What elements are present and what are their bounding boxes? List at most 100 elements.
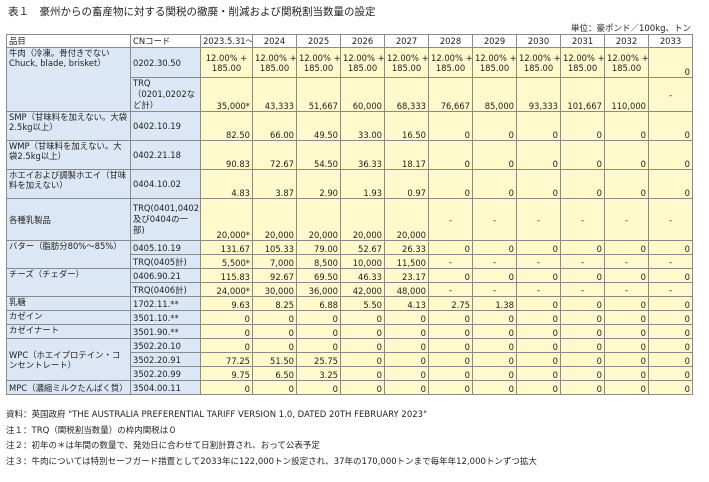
table-cell: 30,000 (252, 282, 297, 297)
table-cell: 12.00% +185.00 (340, 47, 385, 78)
table-cell: 0 (604, 338, 649, 353)
table-cell: 0 (516, 380, 561, 395)
table-cell: 0 (428, 338, 473, 353)
cell-line: 185.00 (303, 62, 334, 73)
cell-line: 12.00% + (387, 52, 429, 63)
cn-code: TRQ(0401,0402,0403及び0404の一部) (130, 198, 201, 241)
table-cell: 1.93 (340, 169, 385, 199)
table-cell: - (428, 282, 473, 297)
header-year: 2025 (296, 34, 341, 48)
table-cell: 69.50 (296, 268, 341, 283)
table-cell: 36.33 (340, 140, 385, 170)
table-cell: 0 (472, 140, 517, 170)
header-year: 2033 (648, 34, 693, 48)
cell-line: 185.00 (523, 62, 554, 73)
table-cell: 0 (604, 324, 649, 339)
table-cell: 0 (604, 296, 649, 311)
table-cell: 0 (428, 324, 473, 339)
table-cell: 0 (560, 380, 605, 395)
table-row: 乳糖 1702.11.** 9.63 8.25 6.88 5.50 4.13 2… (6, 296, 693, 311)
table-cell: 12.00% +185.00 (384, 47, 429, 78)
table-cell: 90.83 (200, 140, 253, 170)
product-wmp: WMP（甘味料を加えない。大袋2.5kg以上） (6, 140, 131, 170)
table-cell: - (428, 254, 473, 269)
table-cell: - (648, 77, 693, 112)
table-cell: 0 (560, 240, 605, 255)
table-cell: 0 (560, 140, 605, 170)
table-cell: 43,333 (252, 77, 297, 112)
table-cell: - (604, 282, 649, 297)
product-mpc: MPC（濃縮ミルクたんぱく質） (6, 380, 131, 395)
table-cell: 0 (516, 324, 561, 339)
table-cell: - (472, 282, 517, 297)
table-cell: - (472, 254, 517, 269)
cn-code: 3501.90.** (130, 324, 201, 339)
cell-line: 185.00 (567, 62, 598, 73)
table-cell: 12.00% +185.00 (200, 47, 253, 78)
table-cell: 0 (252, 380, 297, 395)
table-cell: 0 (428, 352, 473, 367)
table-cell: 20,000 (252, 198, 297, 241)
table-cell: 0 (516, 352, 561, 367)
table-cell: 0 (296, 338, 341, 353)
table-cell: 60,000 (340, 77, 385, 112)
table-cell: 0 (472, 111, 517, 141)
table-cell: 0 (604, 140, 649, 170)
table-cell: 0 (516, 366, 561, 381)
cn-code: 0402.21.18 (130, 140, 201, 170)
table-cell: 0 (200, 310, 253, 325)
table-cell: 0 (384, 366, 429, 381)
table-cell: 4.13 (384, 296, 429, 311)
table-row: TRQ(0406計) 24,000* 30,000 36,000 42,000 … (7, 282, 693, 297)
table-cell: 4.83 (200, 169, 253, 199)
table-cell: 42,000 (340, 282, 385, 297)
table-cell: 24,000* (200, 282, 253, 297)
table-cell: 6.50 (252, 366, 297, 381)
product-casein: カゼイン (6, 310, 131, 325)
cn-code: 3502.20.91 (130, 352, 201, 367)
cell-line: 12.00% + (255, 52, 297, 63)
cell-line: 12.00% + (299, 52, 341, 63)
cell-line: 12.00% + (431, 52, 473, 63)
table-cell: 0 (604, 268, 649, 283)
table-cell: 12.00% +185.00 (252, 47, 297, 78)
header-row: 品目 CNコード 2023.5.31～ 2024 2025 2026 2027 … (6, 34, 693, 48)
table-cell: - (428, 198, 473, 241)
table-cell: 0 (560, 352, 605, 367)
table-cell: 0 (384, 352, 429, 367)
table-cell: 0 (560, 310, 605, 325)
table-row: ホエイおよび調製ホエイ（甘味料を加えない） 0404.10.02 4.83 3.… (6, 169, 693, 199)
cell-line: 12.00% + (343, 52, 385, 63)
table-cell: 0 (516, 140, 561, 170)
table-cell: 2.90 (296, 169, 341, 199)
table-cell: 0 (472, 240, 517, 255)
table-cell: - (516, 198, 561, 241)
table-cell: 33.00 (340, 111, 385, 141)
table-title: 表１ 豪州からの畜産物に対する関税の撤廃・削減および関税割当数量の設定 (8, 6, 376, 18)
table-cell: 0 (428, 268, 473, 283)
header-product: 品目 (6, 34, 131, 48)
table-row: WMP（甘味料を加えない。大袋2.5kg以上） 0402.21.18 90.83… (6, 140, 693, 170)
table-row: TRQ（0201,0202など計） 35,000* 43,333 51,667 … (7, 77, 693, 112)
product-beef: 牛肉（冷凍。骨付きでない Chuck, blade, brisket） (6, 47, 131, 112)
table-cell: 0 (384, 310, 429, 325)
table-cell: 11,500 (384, 254, 429, 269)
table-cell: 0 (648, 47, 693, 78)
cn-code: TRQ(0406計) (130, 282, 201, 297)
table-cell: 0 (340, 324, 385, 339)
cn-code: 1702.11.** (130, 296, 201, 311)
table-cell: 0 (560, 324, 605, 339)
table-cell: - (472, 198, 517, 241)
table-cell: 0 (472, 268, 517, 283)
table-cell: 76,667 (428, 77, 473, 112)
header-year: 2028 (428, 34, 473, 48)
table-row: 牛肉（冷凍。骨付きでない Chuck, blade, brisket） 0202… (6, 47, 693, 112)
table-cell: 0 (604, 310, 649, 325)
table-cell: - (648, 198, 693, 241)
table-cell: 7,000 (252, 254, 297, 269)
cn-code: 0402.10.19 (130, 111, 201, 141)
product-smp: SMP（甘味料を加えない。大袋2.5kg以上） (6, 111, 131, 141)
table-cell: - (516, 282, 561, 297)
table-cell: 12.00% +185.00 (516, 47, 561, 78)
source-note: 資料：英国政府 "THE AUSTRALIA PREFERENTIAL TARI… (6, 410, 427, 420)
